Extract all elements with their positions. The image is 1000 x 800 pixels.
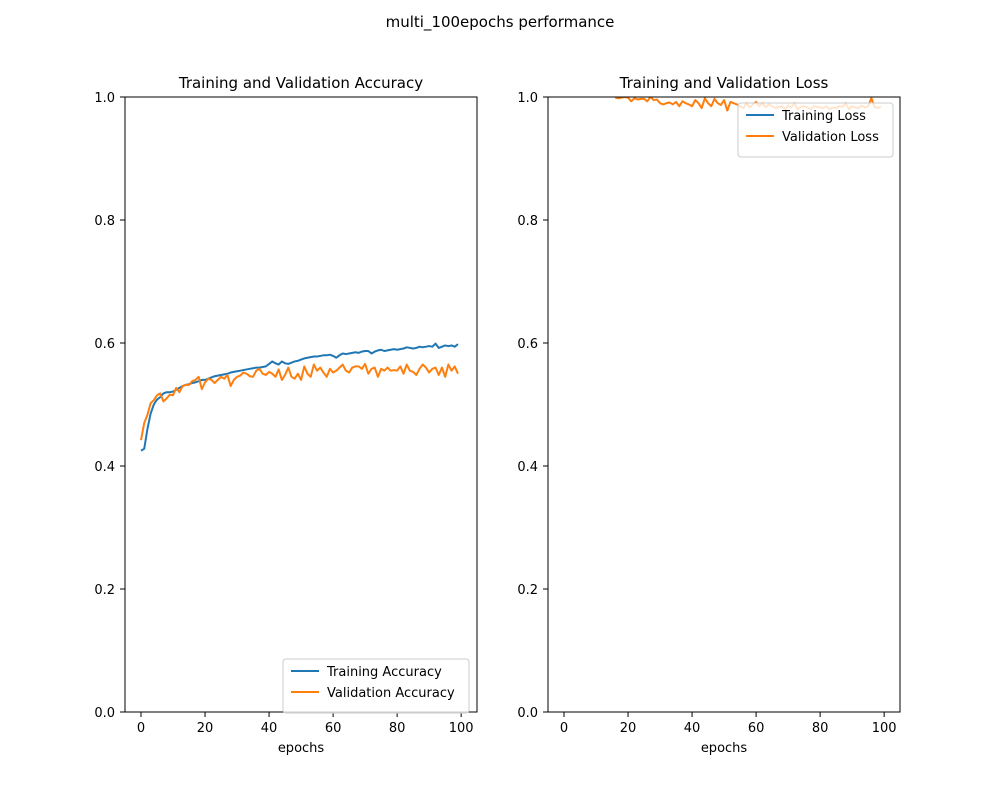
loss-x-tick-label: 20 <box>620 721 637 736</box>
loss-y-tick-label: 0.2 <box>517 583 538 598</box>
loss-x-tick-label: 40 <box>684 721 701 736</box>
figure-suptitle: multi_100epochs performance <box>386 13 615 32</box>
loss-legend-label-validation-loss: Validation Loss <box>782 130 879 145</box>
loss-legend: Training Loss Validation Loss <box>737 102 894 158</box>
accuracy-y-tick-label: 0.0 <box>94 706 115 721</box>
loss-subplot: Training and Validation Loss 0 20 40 60 80 100… <box>517 74 901 756</box>
loss-y-tick-label: 0.8 <box>517 214 538 229</box>
accuracy-x-tick-label: 100 <box>449 721 474 736</box>
accuracy-x-tick-label: 0 <box>137 721 145 736</box>
accuracy-legend-label-validation-accuracy: Validation Accuracy <box>327 686 455 701</box>
loss-y-tick-label: 0.0 <box>517 706 538 721</box>
accuracy-y-tick-label: 0.6 <box>94 337 115 352</box>
loss-x-axis-label: epochs <box>701 741 748 756</box>
accuracy-x-tick-label: 20 <box>197 721 214 736</box>
loss-chart-title: Training and Validation Loss <box>619 74 829 92</box>
loss-x-tick-label: 0 <box>560 721 568 736</box>
accuracy-x-axis-label: epochs <box>278 741 325 756</box>
loss-y-tick-label: 0.6 <box>517 337 538 352</box>
accuracy-subplot: Training and Validation Accuracy 0 20 40 60 8… <box>94 74 478 756</box>
loss-axes-frame <box>547 96 901 713</box>
loss-legend-box <box>737 102 894 158</box>
accuracy-y-tick-label: 1.0 <box>94 91 115 106</box>
accuracy-legend-box <box>282 658 470 714</box>
loss-legend-label-training-loss: Training Loss <box>781 109 866 124</box>
loss-x-tick-label: 100 <box>872 721 897 736</box>
accuracy-y-tick-label: 0.2 <box>94 583 115 598</box>
accuracy-y-tick-label: 0.8 <box>94 214 115 229</box>
accuracy-series-training-accuracy-line <box>140 342 459 452</box>
accuracy-x-tick-label: 80 <box>389 721 406 736</box>
accuracy-legend: Training Accuracy Validation Accuracy <box>282 658 470 714</box>
loss-y-tick-label: 0.4 <box>517 460 538 475</box>
loss-x-tick-label: 60 <box>748 721 765 736</box>
loss-y-tick-label: 1.0 <box>517 91 538 106</box>
accuracy-chart-title: Training and Validation Accuracy <box>178 74 423 92</box>
accuracy-y-tick-label: 0.4 <box>94 460 115 475</box>
loss-x-tick-label: 80 <box>812 721 829 736</box>
accuracy-series-validation-accuracy-line <box>140 362 459 441</box>
accuracy-legend-label-training-accuracy: Training Accuracy <box>326 665 442 680</box>
accuracy-x-tick-label: 60 <box>325 721 342 736</box>
accuracy-x-tick-label: 40 <box>261 721 278 736</box>
